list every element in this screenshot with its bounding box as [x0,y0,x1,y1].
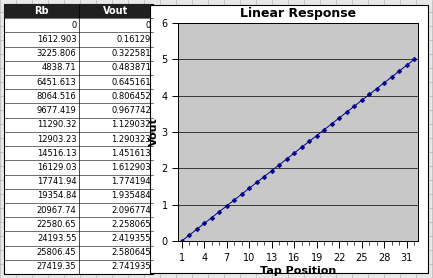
Text: 1.935484: 1.935484 [111,191,151,200]
Text: 16129.03: 16129.03 [37,163,77,172]
Text: Vout: Vout [103,6,128,16]
Text: 8064.516: 8064.516 [37,92,77,101]
Text: 27419.35: 27419.35 [37,262,77,271]
Text: 17741.94: 17741.94 [37,177,77,186]
Text: 1.451613: 1.451613 [111,149,151,158]
Text: 0.806452: 0.806452 [111,92,151,101]
Text: 11290.32: 11290.32 [37,120,77,129]
Text: 6451.613: 6451.613 [37,78,77,87]
Text: Rb: Rb [34,6,48,16]
Text: 0.322581: 0.322581 [111,49,151,58]
Text: 25806.45: 25806.45 [37,248,77,257]
Text: 0: 0 [71,21,77,30]
Bar [4,4,153,18]
Text: 20967.74: 20967.74 [37,205,77,215]
X-axis label: Tap Position: Tap Position [260,265,336,275]
Text: 2.258065: 2.258065 [111,220,151,229]
Text: 2.741935: 2.741935 [111,262,151,271]
Text: 0.483871: 0.483871 [111,63,151,73]
Text: 2.096774: 2.096774 [111,205,151,215]
Text: 22580.65: 22580.65 [37,220,77,229]
Text: 0.16129: 0.16129 [117,35,151,44]
Text: 1.129032: 1.129032 [112,120,151,129]
Text: 1612.903: 1612.903 [37,35,77,44]
Text: 4838.71: 4838.71 [42,63,77,73]
Text: 1.290323: 1.290323 [111,135,151,143]
Text: 0.967742: 0.967742 [111,106,151,115]
Text: 0: 0 [146,21,151,30]
Text: 12903.23: 12903.23 [37,135,77,143]
Text: 9677.419: 9677.419 [37,106,77,115]
Y-axis label: Vout: Vout [149,118,158,147]
Text: 14516.13: 14516.13 [37,149,77,158]
Text: 24193.55: 24193.55 [37,234,77,243]
Text: 2.580645: 2.580645 [111,248,151,257]
Text: 0.645161: 0.645161 [111,78,151,87]
Text: 1.612903: 1.612903 [111,163,151,172]
Title: Linear Response: Linear Response [240,8,356,21]
Text: 19354.84: 19354.84 [37,191,77,200]
Text: 2.419355: 2.419355 [112,234,151,243]
Bar [150,5,428,273]
Text: 1.774194: 1.774194 [111,177,151,186]
Bar [4,4,153,274]
Text: 3225.806: 3225.806 [37,49,77,58]
